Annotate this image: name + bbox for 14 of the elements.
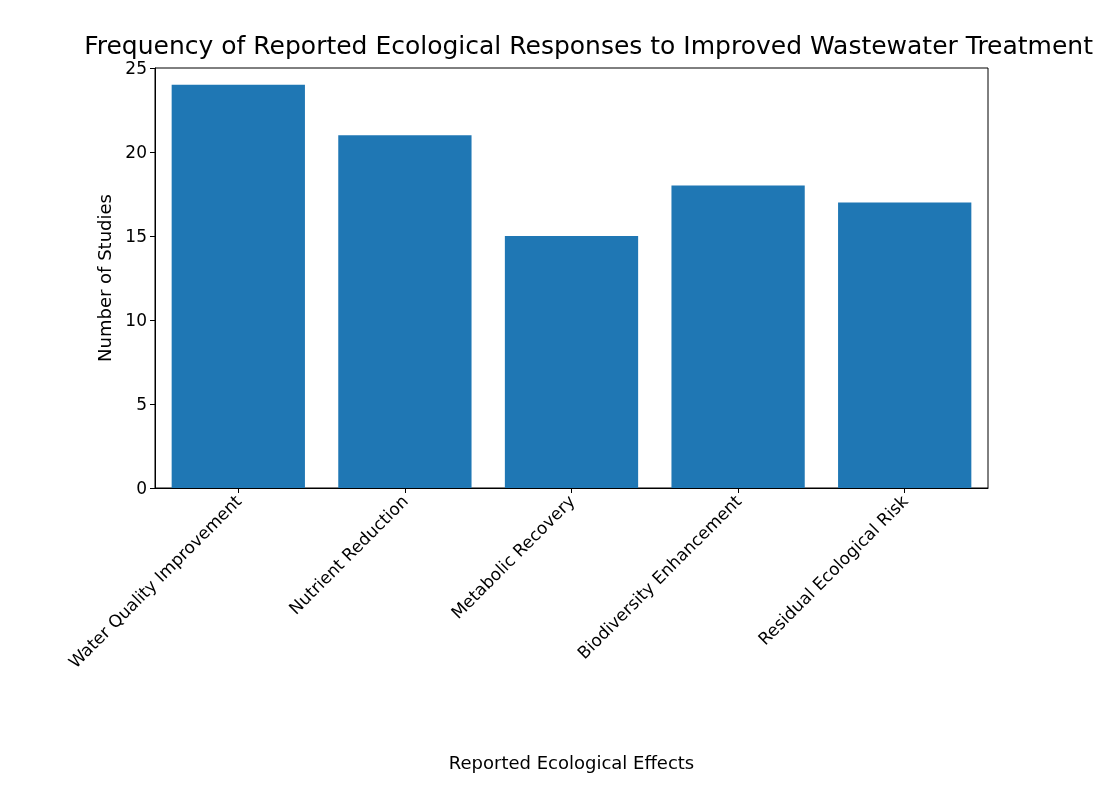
chart-title: Frequency of Reported Ecological Responses to Improved Wastewater Treatment — [84, 31, 1094, 60]
bar — [338, 135, 472, 488]
y-tick-label: 15 — [125, 226, 147, 246]
y-tick-label: 20 — [125, 142, 147, 162]
y-tick-label: 0 — [136, 478, 147, 498]
y-tick-label: 5 — [136, 394, 147, 414]
bar — [838, 202, 972, 488]
y-axis-title: Number of Studies — [93, 194, 115, 362]
y-tick-label: 10 — [125, 310, 147, 330]
bar — [171, 84, 305, 488]
bar — [504, 236, 639, 488]
y-tick-label: 25 — [125, 58, 147, 78]
x-axis-title: Reported Ecological Effects — [448, 751, 695, 773]
bar — [671, 185, 805, 488]
